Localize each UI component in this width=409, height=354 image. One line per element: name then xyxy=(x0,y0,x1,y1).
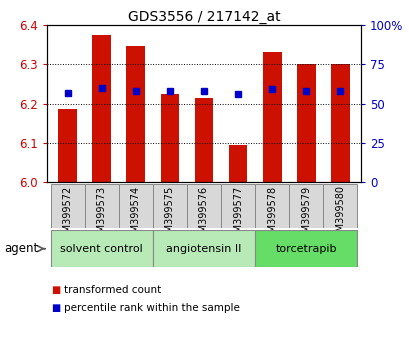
Title: GDS3556 / 217142_at: GDS3556 / 217142_at xyxy=(127,10,280,24)
Bar xyxy=(84,184,119,228)
Bar xyxy=(296,64,315,182)
Bar xyxy=(153,184,187,228)
Bar xyxy=(330,64,349,182)
Bar xyxy=(58,109,77,182)
Text: GSM399576: GSM399576 xyxy=(198,185,209,245)
Text: GSM399578: GSM399578 xyxy=(267,185,276,245)
Text: GSM399575: GSM399575 xyxy=(164,185,175,245)
Text: ■: ■ xyxy=(51,303,61,313)
Bar xyxy=(160,94,179,182)
Bar xyxy=(194,98,213,182)
Bar xyxy=(288,184,323,228)
Text: solvent control: solvent control xyxy=(60,244,143,254)
Bar xyxy=(228,145,247,182)
Text: GSM399574: GSM399574 xyxy=(130,185,140,245)
Bar xyxy=(262,52,281,182)
Text: agent: agent xyxy=(4,242,38,255)
Text: transformed count: transformed count xyxy=(63,285,160,295)
Text: torcetrapib: torcetrapib xyxy=(275,244,336,254)
Bar xyxy=(254,230,357,267)
Bar xyxy=(153,230,254,267)
Text: GSM399573: GSM399573 xyxy=(97,185,106,245)
Bar xyxy=(254,184,288,228)
Text: ■: ■ xyxy=(51,285,61,295)
Text: percentile rank within the sample: percentile rank within the sample xyxy=(63,303,239,313)
Bar xyxy=(119,184,153,228)
Text: GSM399579: GSM399579 xyxy=(301,185,310,245)
Bar xyxy=(92,35,111,182)
Bar xyxy=(323,184,357,228)
Text: GSM399580: GSM399580 xyxy=(335,185,344,244)
Bar xyxy=(50,184,84,228)
Bar xyxy=(50,230,153,267)
Text: GSM399577: GSM399577 xyxy=(232,185,243,245)
Text: angiotensin II: angiotensin II xyxy=(166,244,241,254)
Bar xyxy=(126,46,145,182)
Bar xyxy=(220,184,254,228)
Bar xyxy=(187,184,220,228)
Text: GSM399572: GSM399572 xyxy=(63,185,72,245)
